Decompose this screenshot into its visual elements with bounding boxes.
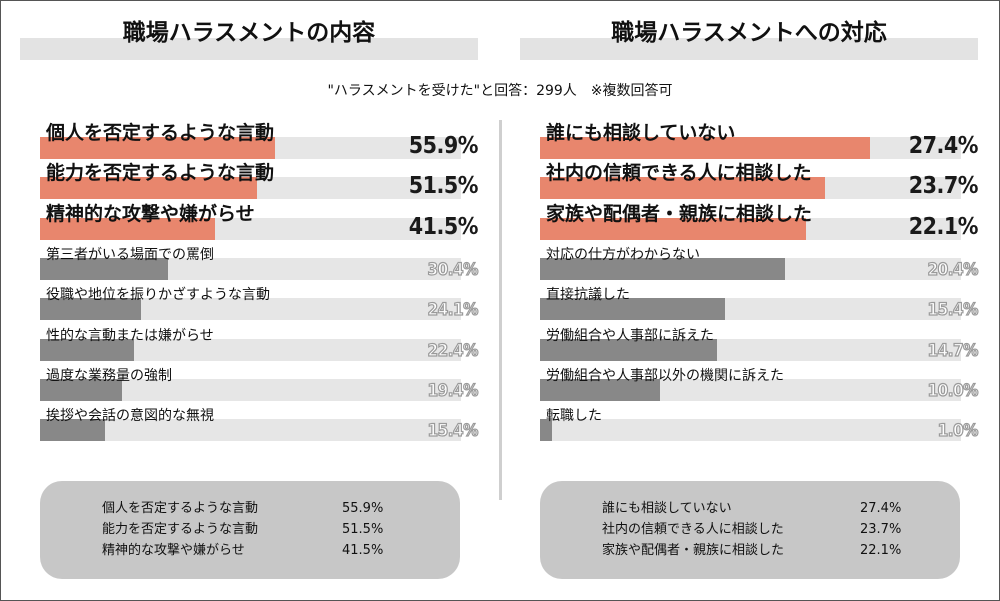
left-bar [40,177,257,200]
left-bar-label: 性的な言動または嫌がらせ [46,327,214,344]
right-bar-row: 対応の仕方がわからない 20.4% [540,240,979,280]
left-bar [40,298,142,321]
right-bar-row: 労働組合や人事部に訴えた 14.7% [540,321,979,361]
right-bar-value-label: 23.7% [908,173,979,200]
left-bar [40,217,215,240]
left-summary-name: 精神的な攻撃や嫌がらせ [102,543,245,558]
right-bar-row: 労働組合や人事部以外の機関に訴えた 10.0% [540,361,979,401]
right-summary-box: 誰にも相談していない 27.4% 社内の信頼できる人に相談した 23.7% 家族… [540,481,960,579]
right-bar-value-label: 15.4% [927,300,979,321]
right-bar-row: 直接抗議した 15.4% [540,280,979,321]
left-bar-row: 能力を否定するような言動 51.5% [40,159,479,200]
right-bar-label: 労働組合や人事部に訴えた [546,327,714,344]
left-bar-label: 第三者がいる場面での罵倒 [46,246,214,263]
left-bar-value-label: 41.5% [408,213,479,240]
left-bar [40,257,168,280]
left-bar-label: 能力を否定するような言動 [46,162,275,185]
right-bar-value-label: 22.1% [908,213,979,240]
right-bar-track [540,419,961,442]
right-summary-value: 22.1% [860,543,902,558]
left-bar-row: 性的な言動または嫌がらせ 22.4% [40,321,479,361]
right-bar [540,338,717,361]
left-bar-row: 役職や地位を振りかざすような言動 24.1% [40,280,479,321]
left-summary-value: 41.5% [342,543,384,558]
right-bar-label: 直接抗議した [546,287,630,304]
left-bar-value-label: 51.5% [408,173,479,200]
right-bar [540,298,726,321]
left-bar-label: 過度な業務量の強制 [46,367,172,384]
right-bar-label: 社内の信頼できる人に相談した [546,162,812,185]
right-bar [540,378,661,401]
left-bar-row: 第三者がいる場面での罵倒 30.4% [40,240,479,280]
left-summary-value: 55.9% [342,501,384,516]
left-bar-row: 挨拶や会話の意図的な無視 15.4% [40,401,479,442]
left-bar [40,137,276,159]
left-summary-value: 51.5% [342,522,384,537]
left-bar [40,419,105,442]
left-bar-label: 役職や地位を振りかざすような言動 [46,287,270,304]
right-bar-label: 転職した [546,408,602,425]
right-bar-value-label: 1.0% [937,420,979,442]
right-bar [540,177,826,200]
left-bar-row: 精神的な攻撃や嫌がらせ 41.5% [40,200,479,240]
right-bar-value-label: 10.0% [927,380,979,401]
right-panel-header: 職場ハラスメントへの対応 [520,22,978,60]
left-bar-track [40,378,461,401]
left-bar-value-label: 15.4% [427,420,479,442]
left-bar-track [40,298,461,321]
left-bar [40,378,122,401]
survey-subtitle: "ハラスメントを受けた"と回答：299人 ※複数回答可 [327,83,673,99]
left-bar-label: 精神的な攻撃や嫌がらせ [46,202,255,225]
left-bar-label: 個人を否定するような言動 [46,122,275,144]
left-summary-name: 個人を否定するような言動 [102,501,259,516]
right-bar [540,137,870,159]
right-bar-value-label: 20.4% [927,259,979,280]
left-bar [40,338,135,361]
right-bar-label: 労働組合や人事部以外の機関に訴えた [546,367,784,384]
right-bar [540,217,806,240]
right-summary-value: 23.7% [860,522,902,537]
right-bar-label: 誰にも相談していない [546,122,736,144]
right-bar [540,419,553,442]
right-panel-title: 職場ハラスメントへの対応 [611,20,887,46]
right-bar-label: 対応の仕方がわからない [546,246,700,263]
right-bar-row: 家族や配偶者・親族に相談した 22.1% [540,200,979,240]
left-bar-track [40,419,461,442]
left-summary-name: 能力を否定するような言動 [102,522,259,537]
right-bar [540,257,786,280]
left-bar-value-label: 30.4% [427,259,479,280]
left-bar-value-label: 24.1% [427,300,479,321]
left-bar-value-label: 55.9% [408,133,479,159]
panel-divider [499,120,502,500]
right-bar-row: 社内の信頼できる人に相談した 23.7% [540,159,979,200]
left-bar-value-label: 19.4% [427,380,479,401]
left-bar-label: 挨拶や会話の意図的な無視 [46,408,214,425]
left-bar-value-label: 22.4% [427,340,479,361]
right-summary-name: 誰にも相談していない [602,501,732,516]
right-bar-row: 誰にも相談していない 27.4% [540,119,979,159]
right-summary-value: 27.4% [860,501,902,516]
left-bar-row: 過度な業務量の強制 19.4% [40,361,479,401]
left-bar-track [40,338,461,361]
left-panel-header: 職場ハラスメントの内容 [20,22,478,60]
left-summary-box: 個人を否定するような言動 55.9% 能力を否定するような言動 51.5% 精神… [40,481,460,579]
right-bar-label: 家族や配偶者・親族に相談した [546,202,813,225]
right-bar-row: 転職した 1.0% [540,401,979,442]
left-panel-title: 職場ハラスメントの内容 [122,20,376,46]
right-summary-name: 家族や配偶者・親族に相談した [602,543,785,558]
right-bar-value-label: 14.7% [927,340,979,361]
right-summary-name: 社内の信頼できる人に相談した [602,522,784,537]
right-bar-value-label: 27.4% [908,133,979,159]
left-bar-row: 個人を否定するような言動 55.9% [40,119,479,159]
